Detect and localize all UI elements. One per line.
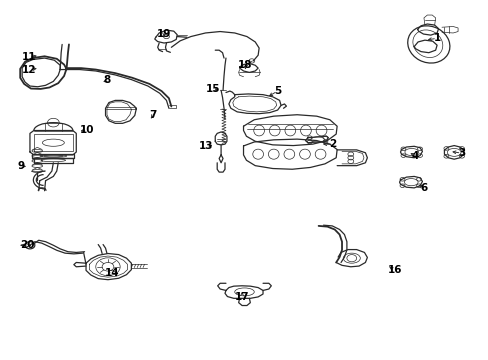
Text: 20: 20 bbox=[20, 240, 35, 250]
Text: 13: 13 bbox=[199, 141, 213, 151]
Text: 19: 19 bbox=[157, 29, 171, 39]
Text: 2: 2 bbox=[329, 139, 336, 149]
Text: 14: 14 bbox=[104, 267, 119, 278]
Text: 8: 8 bbox=[103, 75, 110, 85]
Text: 18: 18 bbox=[238, 60, 252, 70]
Text: 10: 10 bbox=[80, 125, 95, 135]
Text: 15: 15 bbox=[205, 84, 220, 94]
Text: 3: 3 bbox=[457, 148, 464, 158]
Text: 16: 16 bbox=[386, 265, 401, 275]
Text: 6: 6 bbox=[420, 183, 427, 193]
Text: 1: 1 bbox=[432, 33, 440, 43]
Text: 17: 17 bbox=[234, 292, 249, 302]
Text: 7: 7 bbox=[149, 111, 156, 121]
Text: 11: 11 bbox=[21, 52, 36, 62]
Text: 9: 9 bbox=[18, 161, 25, 171]
Text: 5: 5 bbox=[273, 86, 281, 96]
Text: 12: 12 bbox=[21, 64, 36, 75]
Text: 4: 4 bbox=[410, 150, 418, 161]
